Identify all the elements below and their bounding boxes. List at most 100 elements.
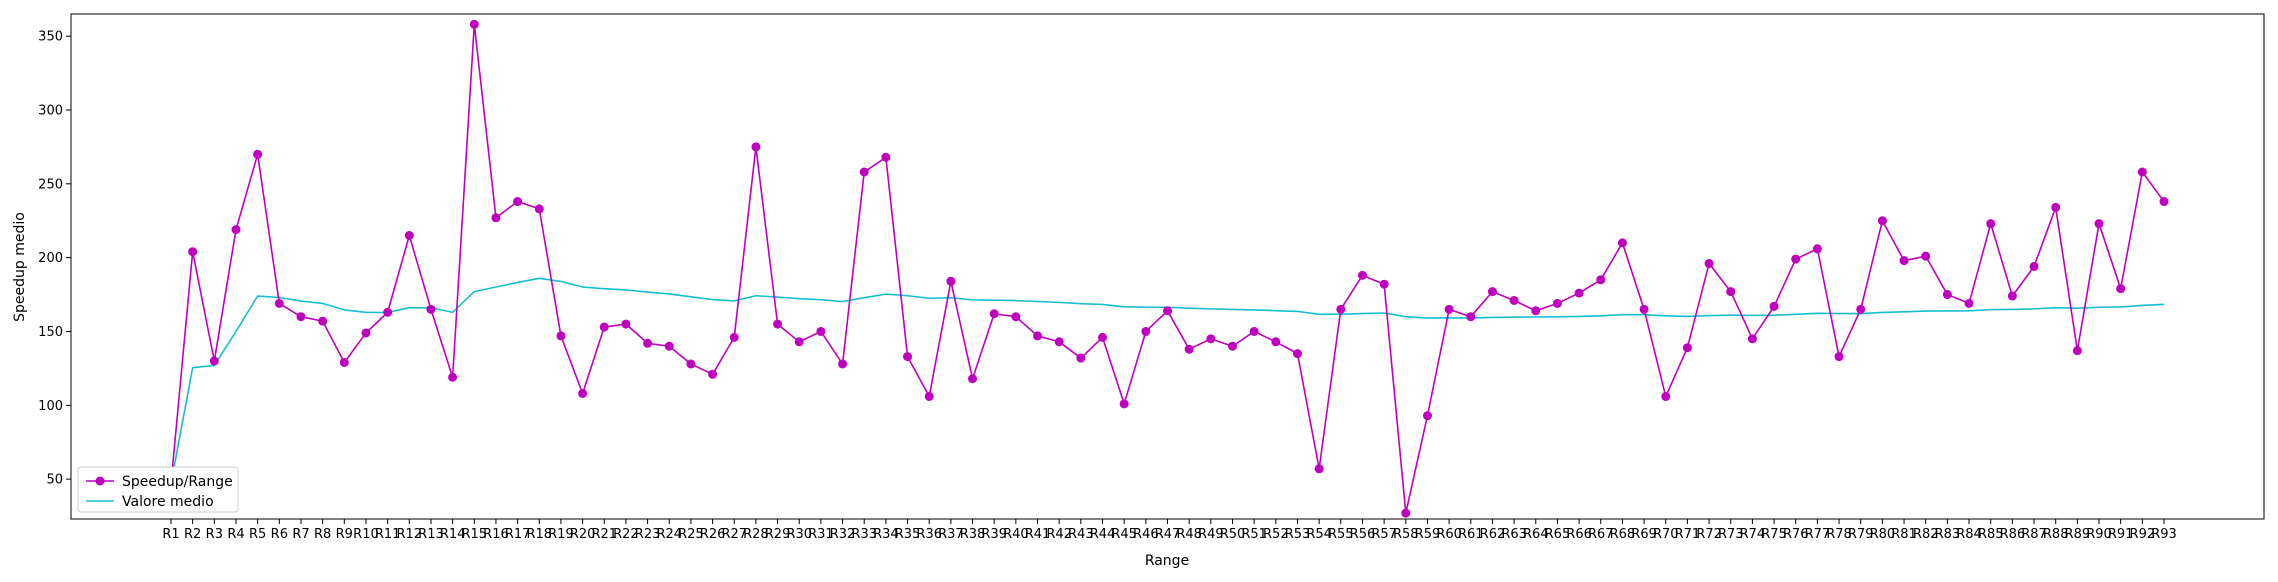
- speedup-data-point: [2051, 202, 2061, 212]
- speedup-data-point: [1401, 508, 1411, 518]
- x-tick-label: R1: [162, 527, 179, 542]
- speedup-data-point: [491, 213, 501, 223]
- x-tick-label: R40: [1003, 527, 1029, 542]
- speedup-data-point: [426, 304, 436, 314]
- speedup-data-point: [188, 247, 198, 257]
- speedup-data-point: [2137, 167, 2147, 177]
- x-tick-label: R43: [1068, 527, 1094, 542]
- speedup-data-point: [1921, 251, 1931, 261]
- speedup-data-point: [383, 307, 393, 317]
- x-tick-label: R8: [314, 527, 331, 542]
- x-tick-label: R29: [765, 527, 791, 542]
- x-tick-label: R30: [786, 527, 812, 542]
- x-tick-label: R46: [1133, 527, 1159, 542]
- y-tick-label: 100: [38, 399, 63, 414]
- speedup-data-point: [513, 197, 523, 207]
- speedup-data-point: [318, 316, 328, 326]
- x-tick-label: R26: [700, 527, 726, 542]
- x-tick-label: R86: [2000, 527, 2026, 542]
- y-tick-label: 200: [38, 251, 63, 266]
- speedup-data-point: [1487, 287, 1497, 297]
- x-tick-label: R37: [938, 527, 964, 542]
- speedup-data-point: [643, 338, 653, 348]
- x-tick-label: R58: [1393, 527, 1419, 542]
- speedup-data-point: [2116, 284, 2126, 294]
- speedup-data-point: [903, 352, 913, 362]
- legend-label-media: Valore medio: [122, 494, 214, 510]
- x-tick-label: R3: [206, 527, 223, 542]
- x-tick-label: R18: [526, 527, 552, 542]
- speedup-data-point: [361, 328, 371, 338]
- speedup-data-point: [751, 142, 761, 152]
- speedup-data-point: [2094, 219, 2104, 229]
- x-tick-label: R32: [830, 527, 856, 542]
- x-tick-label: R76: [1783, 527, 1809, 542]
- speedup-data-point: [1271, 337, 1281, 347]
- x-tick-label: R63: [1501, 527, 1527, 542]
- y-tick-label: 250: [38, 177, 63, 192]
- x-tick-label: R54: [1306, 527, 1332, 542]
- speedup-data-point: [1357, 270, 1367, 280]
- x-tick-label: R92: [2130, 527, 2156, 542]
- x-tick-label: R55: [1328, 527, 1354, 542]
- speedup-data-point: [1552, 298, 1562, 308]
- y-tick-label: 300: [38, 103, 63, 118]
- x-tick-label: R12: [397, 527, 423, 542]
- speedup-data-point: [1249, 326, 1259, 336]
- speedup-data-point: [404, 230, 414, 240]
- speedup-data-point: [296, 312, 306, 322]
- speedup-data-point: [1076, 353, 1086, 363]
- speedup-data-point: [1617, 238, 1627, 248]
- speedup-data-point: [599, 322, 609, 332]
- speedup-data-point: [469, 19, 479, 29]
- speedup-data-point: [2029, 262, 2039, 271]
- x-tick-label: R31: [808, 527, 834, 542]
- speedup-data-point: [274, 298, 284, 308]
- x-tick-label: R48: [1176, 527, 1202, 542]
- speedup-data-point: [1184, 344, 1194, 354]
- legend: Speedup/Range Valore medio: [77, 466, 239, 513]
- speedup-data-point: [838, 359, 848, 369]
- y-tick-label: 350: [38, 30, 63, 45]
- speedup-data-point: [1856, 304, 1866, 314]
- speedup-data-point: [881, 152, 891, 162]
- x-tick-label: R53: [1285, 527, 1311, 542]
- x-tick-label: R87: [2021, 527, 2047, 542]
- speedup-data-point: [1206, 334, 1216, 344]
- speedup-data-point: [1141, 326, 1151, 336]
- x-tick-label: R52: [1263, 527, 1289, 542]
- x-tick-label: R25: [678, 527, 704, 542]
- speedup-data-point: [1379, 279, 1389, 289]
- speedup-data-point: [1769, 301, 1779, 311]
- speedup-data-point: [1444, 304, 1454, 314]
- x-tick-label: R61: [1458, 527, 1484, 542]
- speedup-data-point: [1661, 391, 1671, 401]
- x-tick-label: R66: [1566, 527, 1592, 542]
- speedup-data-point: [1747, 334, 1757, 344]
- speedup-data-point: [2159, 197, 2169, 207]
- x-tick-label: R33: [851, 527, 877, 542]
- speedup-data-point: [339, 357, 349, 367]
- speedup-data-point: [1011, 312, 1021, 322]
- x-tick-label: R50: [1220, 527, 1246, 542]
- x-tick-label: R82: [1913, 527, 1939, 542]
- x-tick-label: R21: [591, 527, 617, 542]
- x-tick-label: R24: [656, 527, 682, 542]
- x-tick-label: R44: [1090, 527, 1116, 542]
- speedup-data-point: [621, 319, 631, 329]
- x-tick-label: R13: [418, 527, 444, 542]
- x-tick-label: R69: [1631, 527, 1657, 542]
- x-tick-label: R72: [1696, 527, 1722, 542]
- legend-swatch-speedup-marker: [95, 476, 105, 486]
- speedup-data-point: [729, 332, 739, 342]
- x-tick-label: R6: [271, 527, 288, 542]
- x-tick-label: R75: [1761, 527, 1787, 542]
- speedup-data-point: [1964, 298, 1974, 308]
- x-tick-label: R74: [1740, 527, 1766, 542]
- speedup-data-point: [946, 276, 956, 286]
- x-tick-label: R70: [1653, 527, 1679, 542]
- speedup-data-point: [664, 341, 674, 351]
- speedup-data-point: [708, 369, 718, 379]
- speedup-data-point: [1877, 216, 1887, 226]
